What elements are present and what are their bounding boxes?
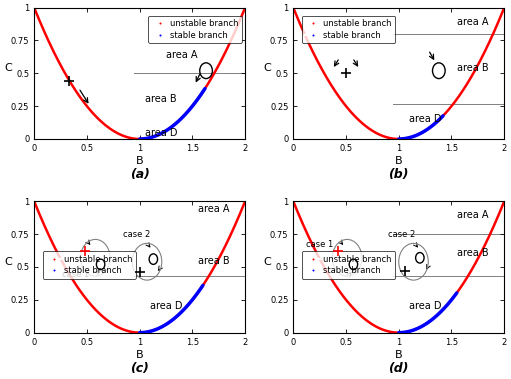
Text: area D: area D: [150, 301, 182, 311]
Y-axis label: C: C: [4, 63, 12, 73]
Text: area D: area D: [409, 301, 442, 311]
Text: (b): (b): [388, 168, 409, 181]
Legend: unstable branch, stable branch: unstable branch, stable branch: [42, 251, 136, 279]
Text: area A: area A: [166, 50, 197, 60]
Y-axis label: C: C: [4, 257, 12, 267]
Text: case 1: case 1: [62, 271, 89, 279]
Text: B: B: [136, 350, 144, 360]
Legend: unstable branch, stable branch: unstable branch, stable branch: [148, 16, 242, 43]
Text: area A: area A: [198, 204, 229, 214]
Text: area A: area A: [457, 17, 488, 27]
Text: B: B: [136, 156, 144, 166]
Text: (a): (a): [130, 168, 150, 181]
Legend: unstable branch, stable branch: unstable branch, stable branch: [301, 16, 395, 43]
Text: case 2: case 2: [388, 230, 415, 239]
Text: area D: area D: [145, 128, 177, 138]
Text: case 1: case 1: [306, 240, 333, 249]
Text: area B: area B: [457, 63, 489, 73]
Text: B: B: [395, 156, 403, 166]
Text: area A: area A: [457, 210, 488, 221]
Text: area D: area D: [409, 114, 442, 124]
Text: area B: area B: [198, 256, 229, 266]
Text: area B: area B: [457, 249, 489, 258]
Text: (d): (d): [388, 362, 409, 374]
Text: (c): (c): [130, 362, 149, 374]
Legend: unstable branch, stable branch: unstable branch, stable branch: [301, 251, 395, 279]
Y-axis label: C: C: [263, 63, 271, 73]
Text: area B: area B: [145, 94, 176, 104]
Y-axis label: C: C: [263, 257, 271, 267]
Text: B: B: [395, 350, 403, 360]
Text: case 2: case 2: [123, 230, 150, 239]
